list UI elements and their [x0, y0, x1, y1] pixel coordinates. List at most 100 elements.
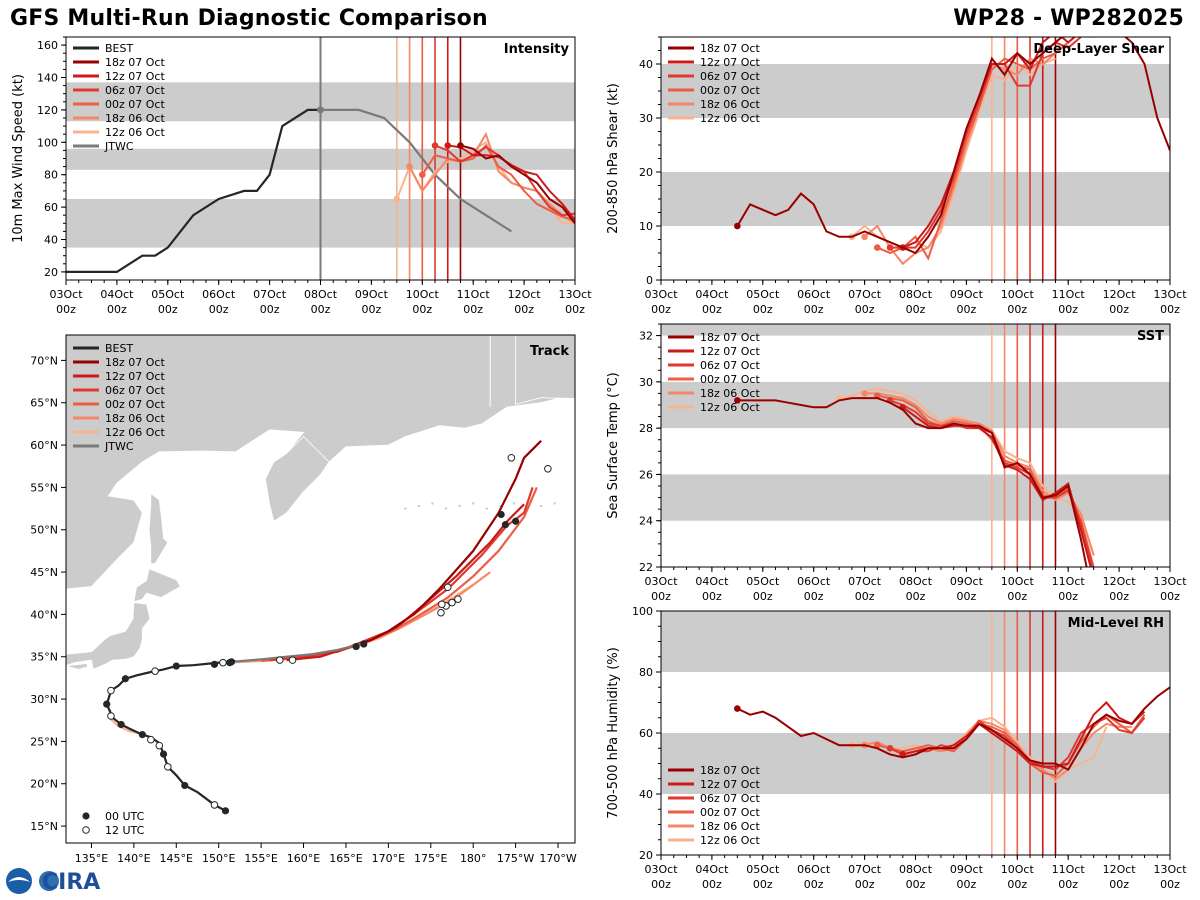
legend-label: 06z 07 Oct [700, 70, 760, 83]
legend-label: 00z 07 Oct [700, 806, 760, 819]
x-tick-label-hour: 00z [1007, 878, 1027, 891]
lat-tick-label: 35°N [30, 651, 58, 664]
run-init-marker [419, 171, 426, 178]
x-tick-label-date: 04Oct [695, 575, 729, 588]
x-tick-label-hour: 00z [1109, 303, 1129, 316]
x-tick-label-hour: 00z [957, 878, 977, 891]
x-tick-label-hour: 00z [158, 303, 178, 316]
x-tick-label-date: 10Oct [406, 288, 440, 301]
lat-tick-label: 60°N [30, 439, 58, 452]
x-tick-label-hour: 00z [702, 878, 722, 891]
cira-logo-text: CIRA [42, 870, 100, 895]
x-tick-label-date: 03Oct [644, 863, 678, 876]
y-tick-label: 140 [37, 72, 58, 85]
lon-tick-label: 160°E [287, 852, 320, 865]
legend-label: 00z 07 Oct [700, 373, 760, 386]
legend-label: 00z 07 Oct [700, 84, 760, 97]
aleutian-island [553, 502, 556, 505]
noaa-logo-bird-icon [8, 877, 30, 882]
marker-legend-label: 00 UTC [105, 810, 145, 823]
x-tick-label-hour: 00z [1160, 303, 1180, 316]
lat-tick-label: 25°N [30, 735, 58, 748]
x-tick-label-hour: 00z [957, 303, 977, 316]
y-tick-label: 160 [37, 39, 58, 52]
run-init-marker [734, 397, 741, 404]
y-axis-label: 200-850 hPa Shear (kt) [606, 83, 621, 234]
y-tick-label: 0 [646, 274, 653, 287]
panel-title: Track [530, 344, 569, 359]
run-series-line [736, 686, 1170, 771]
legend-label: 18z 06 Oct [700, 98, 760, 111]
lat-tick-label: 50°N [30, 524, 58, 537]
x-tick-label-date: 13Oct [1153, 288, 1187, 301]
landmass-alaska [515, 335, 575, 405]
legend-label: 12z 06 Oct [105, 126, 165, 139]
x-tick-label-date: 10Oct [1001, 575, 1035, 588]
position-marker-00utc [221, 807, 230, 815]
legend-label: 18z 07 Oct [700, 42, 760, 55]
aleutian-island [417, 504, 421, 508]
aleutian-island [404, 507, 407, 510]
run-init-marker [406, 163, 413, 170]
legend-label: 18z 07 Oct [700, 331, 760, 344]
x-tick-label-hour: 00z [651, 590, 671, 603]
run-init-marker [393, 195, 401, 203]
x-tick-label-date: 11Oct [1052, 575, 1086, 588]
run-series-line [460, 144, 575, 224]
lon-tick-label: 170°E [372, 852, 405, 865]
x-tick-label-date: 07Oct [848, 288, 882, 301]
position-marker-00utc [138, 731, 146, 739]
aleutian-island [431, 502, 434, 505]
lon-tick-label: 140°E [117, 852, 150, 865]
position-marker-00utc [103, 700, 111, 708]
y-tick-label: 20 [44, 266, 58, 279]
legend-label: 18z 07 Oct [105, 56, 165, 69]
y-tick-label: 60 [639, 727, 653, 740]
run-track-line [354, 440, 542, 647]
run-series-line [864, 392, 1095, 556]
legend-label: 06z 07 Oct [105, 384, 165, 397]
run-init-marker [734, 705, 741, 712]
lon-tick-label: 165°E [329, 852, 362, 865]
best-current-marker [317, 106, 324, 114]
position-marker-00utc [159, 750, 168, 758]
y-tick-label: 24 [639, 515, 653, 528]
x-tick-label-hour: 00z [1160, 590, 1180, 603]
x-tick-label-hour: 00z [906, 878, 926, 891]
best-track-line [66, 108, 321, 273]
y-tick-label: 40 [639, 788, 653, 801]
x-tick-label-date: 13Oct [1153, 863, 1187, 876]
y-tick-label: 32 [639, 330, 653, 343]
x-tick-label-hour: 00z [702, 303, 722, 316]
legend-label: JTWC [104, 440, 134, 453]
lon-tick-label: 180° [460, 852, 487, 865]
y-tick-label: 20 [639, 166, 653, 179]
map-frame [65, 334, 576, 844]
x-tick-label-hour: 00z [1058, 878, 1078, 891]
panel-title: SST [1137, 329, 1164, 344]
map-area [66, 335, 575, 843]
x-tick-label-date: 05Oct [746, 575, 780, 588]
x-tick-label-hour: 00z [362, 303, 382, 316]
legend-label: 12z 06 Oct [700, 112, 760, 125]
legend-label: 06z 07 Oct [700, 359, 760, 372]
position-marker-12utc [151, 667, 159, 675]
x-tick-label-hour: 00z [957, 590, 977, 603]
x-tick-label-hour: 00z [753, 303, 773, 316]
x-tick-label-hour: 00z [565, 303, 585, 316]
x-tick-label-date: 11Oct [1052, 863, 1086, 876]
run-series-line [737, 397, 1088, 567]
x-tick-label-date: 09Oct [355, 288, 389, 301]
x-tick-label-date: 12Oct [1103, 288, 1137, 301]
aleutian-island [512, 502, 516, 505]
legend-label: 12z 06 Oct [700, 834, 760, 847]
legend-label: 18z 06 Oct [700, 820, 760, 833]
position-marker-12utc [219, 658, 227, 667]
x-tick-label-hour: 00z [855, 590, 875, 603]
cira-logo: CIRA [6, 868, 100, 895]
position-marker-00utc [121, 675, 129, 683]
plot-area-shear [661, 37, 1170, 280]
position-marker-12utc [155, 741, 164, 750]
legend-label: 18z 06 Oct [105, 412, 165, 425]
legend-label: 12z 07 Oct [700, 345, 760, 358]
